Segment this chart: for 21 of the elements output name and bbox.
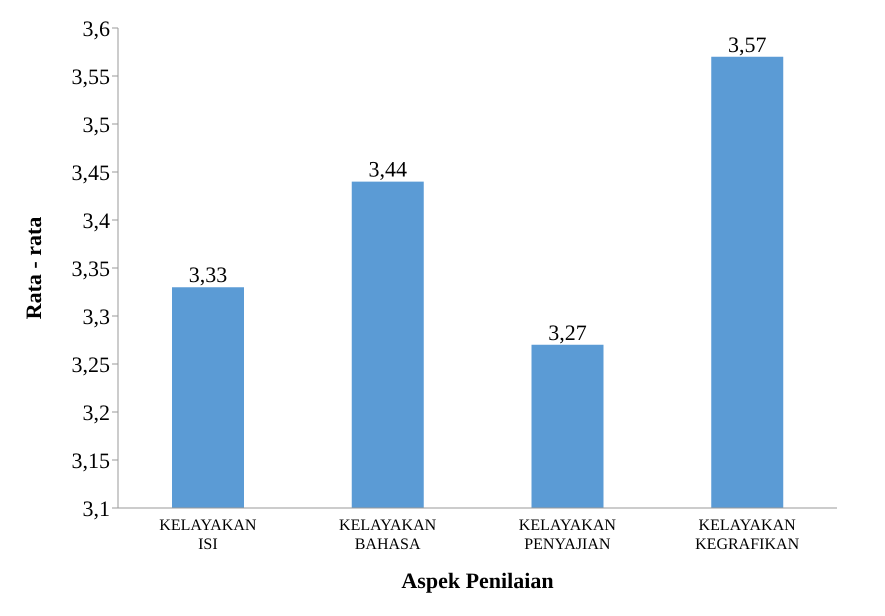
- y-tick-label: 3,3: [82, 304, 110, 329]
- y-tick-label: 3,5: [82, 112, 110, 137]
- x-tick-label: KELAYAKAN BAHASA: [339, 517, 437, 553]
- x-tick-label: KELAYAKAN KEGRAFIKAN: [695, 517, 800, 553]
- y-tick-label: 3,4: [82, 208, 110, 233]
- data-label: 3,27: [548, 320, 587, 345]
- y-tick-label: 3,55: [72, 64, 110, 89]
- data-label: 3,57: [728, 32, 766, 57]
- data-label: 3,44: [368, 156, 407, 182]
- y-tick-label: 3,35: [72, 256, 110, 281]
- y-tick-label: 3,2: [82, 400, 110, 425]
- x-tick-label: KELAYAKAN PENYAJIAN: [518, 517, 616, 553]
- y-tick-label: 3,15: [72, 448, 110, 473]
- y-tick-label: 3,1: [82, 496, 110, 521]
- data-label: 3,33: [188, 262, 228, 288]
- y-tick-label: 3,45: [72, 160, 110, 185]
- x-tick-label: KELAYAKAN ISI: [159, 517, 257, 553]
- y-tick-label: 3,25: [72, 352, 110, 377]
- y-axis-title: Rata - rata: [20, 216, 46, 320]
- x-axis-title: Aspek Penilaian: [401, 568, 554, 593]
- y-tick-label: 3,6: [82, 16, 110, 41]
